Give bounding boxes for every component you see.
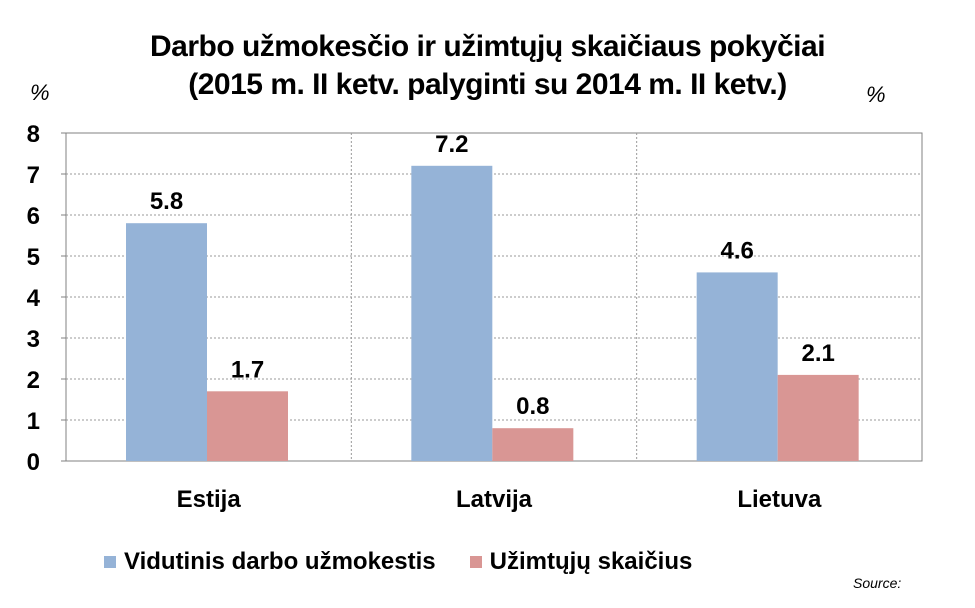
data-label-0-0: 5.8	[150, 188, 183, 215]
source-note: Source:	[853, 575, 902, 591]
y-tick-label: 7	[27, 162, 40, 189]
y-tick-label: 4	[27, 285, 41, 312]
legend-item-employed: Užimtųjų skaičius	[469, 548, 693, 576]
y-tick-label: 2	[27, 367, 40, 394]
data-label-1-2: 2.1	[801, 340, 834, 367]
data-label-0-1: 7.2	[435, 131, 468, 158]
bar-0-0	[126, 223, 207, 461]
y-tick-label: 8	[27, 121, 40, 148]
bar-0-1	[411, 165, 493, 462]
bar-1-0	[207, 391, 288, 461]
data-label-1-1: 0.8	[516, 393, 549, 420]
legend-swatch-wage	[104, 556, 116, 568]
y-tick-label: 6	[27, 203, 40, 230]
chart-title: Darbo užmokesčio ir užimtųjų skaičiaus p…	[0, 28, 975, 104]
legend-label-employed: Užimtųjų skaičius	[489, 548, 693, 575]
category-label-2: Lietuva	[737, 486, 822, 513]
data-label-1-0: 1.7	[231, 356, 264, 383]
legend: Vidutinis darbo užmokestis Užimtųjų skai…	[104, 548, 726, 576]
chart-title-line-1: Darbo užmokesčio ir užimtųjų skaičiaus p…	[149, 30, 826, 63]
legend-item-wage: Vidutinis darbo užmokestis	[104, 548, 436, 576]
category-label-1: Latvija	[456, 486, 533, 513]
category-label-0: Estija	[177, 486, 242, 513]
legend-swatch-employed	[469, 556, 482, 568]
chart-title-line-2: (2015 m. II ketv. palyginti su 2014 m. I…	[188, 68, 787, 101]
y-axis-unit-left: %	[30, 80, 50, 105]
bar-1-1	[492, 428, 574, 461]
y-tick-label: 0	[27, 449, 40, 476]
bar-0-2	[696, 272, 778, 461]
bar-1-2	[777, 374, 859, 461]
y-axis-unit-right: %	[866, 82, 886, 107]
y-tick-label: 1	[27, 408, 40, 435]
y-tick-label: 3	[27, 326, 40, 353]
legend-label-wage: Vidutinis darbo užmokestis	[124, 548, 436, 575]
data-label-0-2: 4.6	[720, 237, 753, 264]
y-tick-label: 5	[27, 244, 40, 271]
